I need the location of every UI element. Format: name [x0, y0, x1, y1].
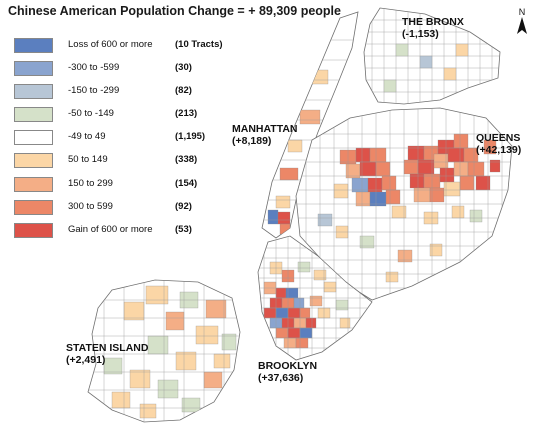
legend-label: 50 to 149	[68, 154, 108, 166]
legend-count: (53)	[175, 223, 192, 235]
legend-swatch	[14, 84, 53, 100]
legend-count: (213)	[175, 108, 198, 120]
legend-swatch	[14, 199, 53, 215]
legend-swatch	[14, 107, 53, 123]
queens-name: QUEENS	[476, 132, 521, 144]
legend-label: Gain of 600 or more	[68, 223, 153, 235]
legend-swatch	[14, 222, 53, 238]
legend-label: -300 to -599	[68, 62, 120, 74]
brooklyn-region	[257, 235, 373, 361]
bronx-region	[363, 7, 501, 105]
legend-count: (82)	[175, 85, 192, 97]
bronx-label: THE BRONX (-1,153)	[402, 16, 464, 40]
legend-label: -49 to 49	[68, 131, 106, 143]
legend-count: (154)	[175, 177, 198, 189]
legend-swatch	[14, 130, 53, 146]
legend-swatch	[14, 176, 53, 192]
legend-count: (338)	[175, 154, 198, 166]
north-arrow-shape	[517, 17, 527, 34]
queens-change: (+42,139)	[476, 144, 522, 156]
bronx-name: THE BRONX	[402, 16, 464, 28]
legend-label: 300 to 599	[68, 200, 113, 212]
staten-island-region	[87, 279, 241, 423]
legend-count: (30)	[175, 62, 192, 74]
legend-label: 150 to 299	[68, 177, 113, 189]
legend-label: -50 to -149	[68, 108, 114, 120]
legend-label: -150 to -299	[68, 85, 120, 97]
legend-label: Loss of 600 or more	[68, 39, 153, 50]
staten-island-label: STATEN ISLAND (+2,491)	[66, 342, 148, 366]
brooklyn-label: BROOKLYN (+37,636)	[258, 360, 317, 384]
legend-swatch	[14, 38, 53, 53]
north-label: N	[519, 7, 526, 17]
north-arrow-svg: N	[517, 7, 527, 34]
queens-region	[295, 107, 513, 301]
staten-island-change: (+2,491)	[66, 354, 106, 366]
map-title: Chinese American Population Change = + 8…	[8, 4, 341, 18]
brooklyn-name: BROOKLYN	[258, 360, 318, 372]
staten-island-name: STATEN ISLAND	[66, 342, 149, 354]
brooklyn-change: (+37,636)	[258, 372, 304, 384]
legend-swatch	[14, 61, 53, 77]
queens-label: QUEENS (+42,139)	[476, 132, 521, 156]
legend-count: (92)	[175, 200, 192, 212]
legend-count: (1,195)	[175, 131, 206, 143]
north-arrow-icon: N	[514, 6, 530, 36]
manhattan-name: MANHATTAN	[232, 123, 298, 135]
manhattan-label: MANHATTAN (+8,189)	[232, 123, 298, 147]
legend-swatch	[14, 153, 53, 169]
bronx-change: (-1,153)	[402, 28, 439, 40]
manhattan-change: (+8,189)	[232, 135, 272, 147]
legend-count: (10 Tracts)	[175, 39, 223, 50]
